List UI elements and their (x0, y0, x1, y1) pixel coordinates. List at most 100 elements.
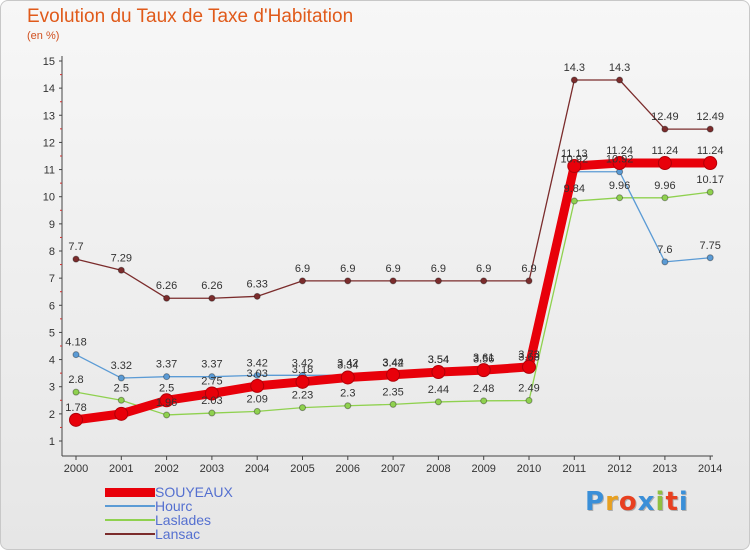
x-tick-label: 2010 (517, 463, 541, 475)
data-point (204, 386, 219, 401)
series-laslades (72, 188, 714, 419)
data-label: 12.49 (696, 111, 724, 123)
data-label: 3.54 (428, 354, 449, 366)
y-tick-label: 6 (49, 300, 55, 312)
proxiti-logo: Proxiti (585, 487, 689, 517)
data-point (163, 373, 171, 381)
x-tick-label: 2003 (200, 463, 224, 475)
data-label: 2.49 (518, 383, 539, 395)
data-point (159, 393, 174, 408)
data-label: 7.75 (699, 240, 720, 252)
data-point (344, 277, 352, 285)
data-point (706, 125, 714, 133)
legend-swatch (105, 519, 155, 521)
data-point (706, 188, 714, 196)
chart-subtitle: (en %) (27, 30, 60, 42)
data-label: 3.54 (428, 354, 449, 366)
data-label: 9.84 (564, 183, 585, 195)
legend-label: Hourc (155, 498, 193, 514)
legend-item: SOUYEAUX (105, 484, 365, 500)
chart-title: Evolution du Taux de Taxe d'Habitation (27, 6, 354, 27)
data-point (163, 294, 171, 302)
data-label: 3.03 (246, 368, 267, 380)
data-point (295, 374, 310, 389)
data-label: 2.8 (68, 374, 83, 386)
data-point (253, 292, 261, 300)
data-point (616, 194, 624, 202)
data-label: 3.73 (518, 349, 539, 361)
data-label: 11.24 (652, 145, 679, 157)
x-tick-label: 2012 (607, 463, 631, 475)
data-label: 3.42 (292, 357, 313, 369)
data-point (661, 258, 669, 266)
y-tick-label: 7 (49, 273, 55, 285)
y-tick-label: 8 (49, 246, 55, 258)
data-point (476, 363, 491, 378)
data-point (389, 400, 397, 408)
chart-legend: SOUYEAUX Hourc Laslades Lansac (105, 484, 365, 542)
legend-swatch (105, 505, 155, 507)
legend-item: Lansac (105, 526, 365, 542)
data-label: 14.3 (564, 62, 585, 74)
x-tick-label: 2005 (290, 463, 314, 475)
data-point (567, 159, 582, 174)
data-point (612, 156, 627, 171)
data-label: 2.75 (201, 376, 222, 388)
data-point (570, 76, 578, 84)
data-label: 14.3 (609, 62, 630, 74)
data-label: 3.37 (156, 359, 177, 371)
data-point (208, 294, 216, 302)
data-label: 3.32 (111, 360, 132, 372)
data-label: 3.37 (201, 359, 222, 371)
data-point (250, 378, 265, 393)
y-tick-label: 15 (43, 56, 55, 68)
data-point (434, 277, 442, 285)
data-point (72, 351, 80, 359)
data-label: 10.92 (606, 154, 634, 166)
data-label: 2.48 (473, 383, 494, 395)
data-point (163, 411, 171, 419)
data-label: 3.42 (382, 357, 403, 369)
series-souyeaux (69, 156, 718, 427)
data-point (72, 255, 80, 263)
data-label: 10.92 (561, 154, 589, 166)
y-tick-label: 13 (43, 110, 55, 122)
y-tick-label: 14 (43, 83, 55, 95)
legend-item: Hourc (105, 498, 365, 514)
x-tick-label: 2001 (109, 463, 133, 475)
data-label: 2.23 (292, 390, 313, 402)
y-tick-label: 5 (49, 327, 55, 339)
data-point (344, 402, 352, 410)
data-label: 4.18 (65, 337, 86, 349)
data-label: 6.33 (246, 278, 267, 290)
x-tick-label: 2000 (64, 463, 88, 475)
data-label: 2.09 (246, 393, 267, 405)
data-point (253, 407, 261, 415)
legend-label: Lansac (155, 526, 201, 542)
data-label: 11.24 (697, 145, 724, 157)
data-point (117, 396, 125, 404)
data-label: 2.35 (382, 386, 403, 398)
series-line (75, 171, 711, 379)
data-point (525, 397, 533, 405)
legend-swatch (105, 533, 155, 535)
data-point (253, 371, 261, 379)
data-point (208, 373, 216, 381)
data-point (208, 409, 216, 417)
data-point (703, 156, 718, 171)
legend-label: SOUYEAUX (155, 484, 233, 500)
data-point (299, 404, 306, 412)
data-point (657, 156, 672, 171)
y-tick-label: 4 (49, 355, 55, 367)
data-label: 3.44 (382, 357, 403, 369)
data-point (525, 277, 533, 285)
data-label: 2.3 (340, 388, 355, 400)
data-label: 6.9 (521, 263, 536, 275)
data-label: 3.63 (518, 352, 539, 364)
data-point (434, 398, 442, 406)
data-label: 1.78 (65, 402, 86, 414)
x-tick-label: 2011 (562, 463, 586, 475)
x-tick-label: 2007 (381, 463, 405, 475)
x-tick-label: 2009 (471, 463, 495, 475)
